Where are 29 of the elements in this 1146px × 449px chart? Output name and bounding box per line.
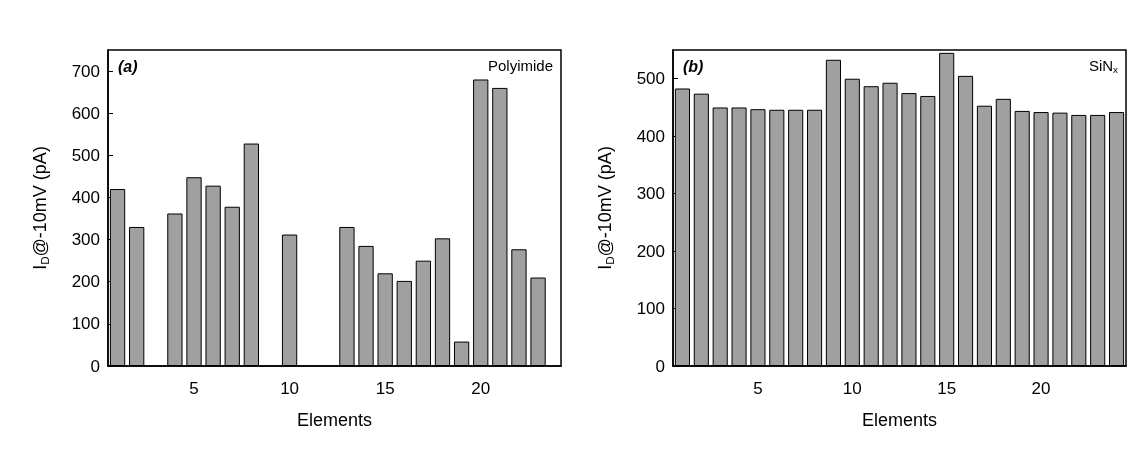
annotation: (b)	[683, 57, 704, 75]
y-tick-label: 0	[90, 356, 100, 376]
y-tick-label: 200	[71, 272, 100, 292]
x-axis-title: Elements	[861, 410, 938, 430]
annotation: Polyimide	[487, 57, 554, 74]
x-tick-label: 20	[1031, 379, 1051, 398]
x-tick-label: 10	[842, 379, 862, 398]
x-tick-label: 5	[753, 379, 763, 398]
y-tick-label: 300	[636, 184, 665, 204]
x-tick-label: 20	[471, 379, 491, 398]
y-tick-label: 100	[636, 299, 665, 319]
y-tick-label: 200	[636, 241, 665, 261]
y-tick-label: 300	[71, 230, 100, 250]
annotation: (a)	[118, 57, 138, 75]
y-tick-label: 100	[71, 314, 100, 334]
x-axis-title: Elements	[296, 410, 373, 430]
y-axis-title: ID@-10mV (pA)	[29, 146, 51, 270]
y-tick-label: 0	[655, 356, 665, 376]
y-tick-label: 700	[71, 61, 100, 81]
y-axis-title: ID@-10mV (pA)	[594, 146, 616, 270]
y-tick-label: 600	[71, 103, 100, 123]
y-tick-label: 400	[636, 126, 665, 146]
x-tick-label: 15	[375, 379, 395, 398]
y-tick-label: 500	[636, 69, 665, 89]
y-tick-label: 400	[71, 187, 100, 207]
y-tick-label: 500	[71, 145, 100, 165]
x-tick-label: 5	[189, 379, 199, 398]
x-tick-label: 15	[937, 379, 957, 398]
x-tick-label: 10	[280, 379, 300, 398]
